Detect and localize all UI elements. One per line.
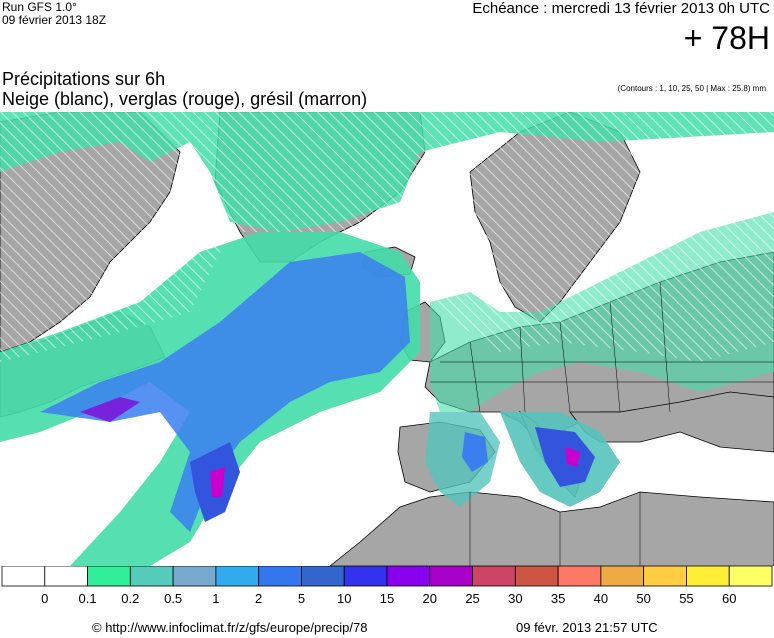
- legend-label: 0: [41, 591, 48, 606]
- precip-cell-azores-max: [210, 467, 225, 497]
- legend-swatch: [386, 566, 431, 587]
- snow-hatching: [0, 112, 774, 362]
- forecast-valid-time: Echéance : mercredi 13 février 2013 0h U…: [472, 0, 770, 17]
- legend-swatch: [343, 566, 388, 587]
- map-title: Précipitations sur 6h: [2, 69, 166, 89]
- legend-label: 60: [722, 591, 736, 606]
- country-borders: [430, 281, 774, 566]
- legend-label: 20: [423, 591, 437, 606]
- legend-label: 0.2: [121, 591, 139, 606]
- legend-label: 0.5: [164, 591, 182, 606]
- legend-swatch: [514, 566, 559, 587]
- legend-label: 5: [298, 591, 305, 606]
- legend-swatch: [600, 566, 645, 587]
- legend-swatch: [686, 566, 730, 587]
- precip-band-atlantic-max: [80, 397, 140, 422]
- legend-swatch: [215, 566, 260, 587]
- legend-label: 25: [465, 591, 479, 606]
- legend-label: 0.1: [79, 591, 97, 606]
- legend-label: 50: [636, 591, 650, 606]
- legend-label: 1: [212, 591, 219, 606]
- model-run-label: Run GFS 1.0°: [2, 0, 77, 14]
- legend-swatch: [258, 566, 302, 587]
- model-run-date: 09 février 2013 18Z: [2, 13, 107, 27]
- legend-label: 40: [594, 591, 608, 606]
- precip-cell-iberia-core: [462, 432, 488, 472]
- precip-cell-greece-max: [565, 447, 580, 467]
- legend-swatch: [557, 566, 602, 587]
- legend-swatch: [643, 566, 687, 587]
- snow-area-north: [0, 112, 774, 362]
- legend-label: 2: [255, 591, 262, 606]
- legend-swatch: [472, 566, 516, 587]
- contours-note: (Contours : 1, 10, 25, 50 | Max : 25.8) …: [617, 84, 766, 93]
- lead-time: + 78H: [683, 20, 770, 56]
- legend-swatch: [301, 566, 345, 587]
- generation-timestamp: 09 févr. 2013 21:57 UTC: [516, 620, 658, 635]
- precipitation-map: [0, 112, 774, 566]
- legend-swatch: [44, 566, 88, 587]
- precip-cell-greece: [535, 427, 595, 487]
- legend-label: 35: [551, 591, 565, 606]
- legend-swatch: [1, 566, 46, 587]
- source-credit: © http://www.infoclimat.fr/z/gfs/europe/…: [92, 620, 368, 635]
- map-subtitle: Neige (blanc), verglas (rouge), grésil (…: [2, 89, 368, 109]
- legend-swatch: [129, 566, 174, 587]
- legend-swatch: [728, 566, 773, 587]
- legend-label: 10: [337, 591, 351, 606]
- precip-band-atlantic-core: [40, 252, 410, 532]
- legend-swatch: [429, 566, 473, 587]
- legend-swatch: [87, 566, 131, 587]
- precip-cell-iberia: [425, 412, 500, 507]
- precipitation-legend: 0 0.1 0.2 0.5 1 2 5 10 15 20 25 30 35 40 50 55 60: [1, 566, 773, 606]
- legend-swatch: [172, 566, 217, 587]
- legend-label: 55: [679, 591, 693, 606]
- legend-label: 15: [380, 591, 394, 606]
- legend-label: 30: [508, 591, 522, 606]
